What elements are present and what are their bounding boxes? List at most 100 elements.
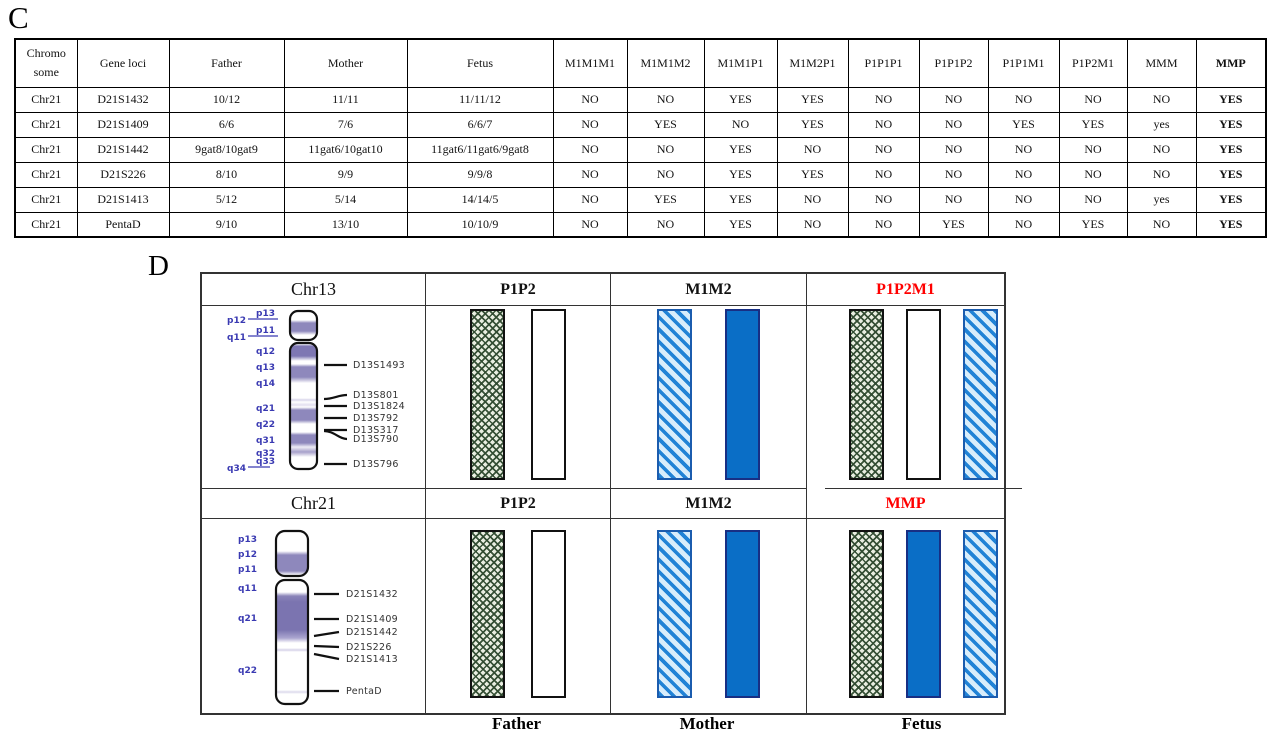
father-footer-label: Father	[491, 714, 542, 733]
table-cell: NO	[552, 136, 628, 163]
marker-tick	[313, 630, 340, 638]
table-cell: Chr21	[14, 86, 78, 113]
column-header-m1m1m1: M1M1M1	[552, 38, 628, 88]
marker-label: D21S1432	[346, 589, 398, 600]
table-cell: D21S1442	[76, 136, 170, 163]
table-cell: YES	[1195, 136, 1267, 163]
m1m2-header-cell-row2: M1M2	[611, 489, 807, 519]
table-cell: 9gat8/10gat9	[168, 136, 285, 163]
table-cell: YES	[703, 186, 778, 213]
chr21-title: Chr21	[291, 493, 336, 513]
table-cell: NO	[1126, 161, 1197, 188]
genotype-table-body: Chr21 D21S1432 10/12 11/11 11/11/12 NO NO YES YE…	[14, 86, 1267, 238]
table-cell: Chr21	[14, 111, 78, 138]
column-header-mmm: MMM	[1126, 38, 1197, 88]
table-cell: YES	[1195, 211, 1267, 238]
p2-allele-bar	[906, 309, 941, 480]
m1m2-header-cell-row1: M1M2	[611, 274, 807, 306]
m2-allele-bar	[725, 309, 760, 480]
table-cell: YES	[1195, 86, 1267, 113]
table-cell: NO	[918, 86, 989, 113]
marker-label: D21S1442	[346, 627, 398, 638]
table-cell: NO	[847, 111, 920, 138]
chr21-ideogram-cell: p13 p12 p11 q11 q21 q22 D21S1432 D21S140…	[202, 519, 426, 713]
table-cell: 11/11	[283, 86, 408, 113]
table-cell: NO	[1058, 186, 1128, 213]
marker-label: D21S226	[346, 642, 392, 653]
chr21-q-arm	[274, 578, 310, 706]
marker-label: D13S796	[353, 459, 399, 470]
marker-tick	[313, 644, 340, 649]
table-cell: NO	[987, 86, 1060, 113]
band-label: q31	[256, 436, 275, 446]
table-cell: NO	[847, 186, 920, 213]
table-cell: YES	[703, 86, 778, 113]
table-cell: D21S1409	[76, 111, 170, 138]
table-cell: Chr21	[14, 186, 78, 213]
chr13-ideogram: p13 p12 p11 q11 q12 q13 q14 q21 q22 q31 …	[227, 309, 405, 474]
marker-label: D13S801	[353, 390, 399, 401]
m1-allele-bar	[657, 309, 692, 480]
chr13-q-arm	[288, 341, 319, 471]
table-cell: YES	[1195, 111, 1267, 138]
table-cell: 8/10	[168, 161, 285, 188]
m1-allele-bar	[657, 530, 692, 698]
band-label: q21	[256, 404, 275, 414]
table-cell: 10/12	[168, 86, 285, 113]
marker-tick	[323, 393, 348, 401]
table-cell: NO	[776, 211, 849, 238]
p1-allele-bar	[470, 530, 505, 698]
table-cell: NO	[1058, 161, 1128, 188]
genotype-table: Chromo some Gene loci Father Mother Fetu…	[14, 38, 1267, 238]
father-alleles-cell-chr21	[426, 519, 611, 713]
m2-allele-bar	[906, 530, 941, 698]
column-header-p1p1m1: P1P1M1	[987, 38, 1060, 88]
table-cell: D21S1432	[76, 86, 170, 113]
table-cell: NO	[626, 161, 705, 188]
table-cell: NO	[987, 186, 1060, 213]
table-cell: YES	[776, 161, 849, 188]
p1p2m1-title: P1P2M1	[876, 280, 935, 298]
p1-allele-bar	[470, 309, 505, 480]
marker-label: D21S1409	[346, 614, 398, 625]
table-cell: yes	[1126, 111, 1197, 138]
table-cell: 5/12	[168, 186, 285, 213]
column-header-p1p2m1: P1P2M1	[1058, 38, 1128, 88]
table-cell: NO	[918, 161, 989, 188]
table-cell: YES	[703, 161, 778, 188]
table-cell: NO	[776, 136, 849, 163]
column-header-p1p1p2: P1P1P2	[918, 38, 989, 88]
table-cell: 6/6	[168, 111, 285, 138]
table-cell: NO	[1126, 86, 1197, 113]
column-header-m1m2p1: M1M2P1	[776, 38, 849, 88]
column-header-gene-loci: Gene loci	[76, 38, 170, 88]
mother-alleles-cell-chr21	[611, 519, 807, 713]
band-label: p12	[238, 550, 257, 560]
marker-label: D13S1493	[353, 360, 405, 371]
p1p2-title: P1P2	[500, 494, 536, 512]
table-cell: NO	[918, 136, 989, 163]
table-cell: 10/10/9	[406, 211, 554, 238]
band-label: q32	[256, 449, 275, 459]
band-label: q13	[256, 363, 275, 373]
chr13-title: Chr13	[291, 279, 336, 299]
table-cell: YES	[776, 86, 849, 113]
table-cell: 9/10	[168, 211, 285, 238]
table-cell: D21S226	[76, 161, 170, 188]
table-cell: 14/14/5	[406, 186, 554, 213]
table-cell: Chr21	[14, 161, 78, 188]
table-cell: YES	[1195, 161, 1267, 188]
band-label: q11	[227, 333, 246, 343]
band-label: q21	[238, 614, 257, 624]
table-cell: YES	[918, 211, 989, 238]
table-cell: NO	[847, 211, 920, 238]
marker-label: D21S1413	[346, 654, 398, 665]
father-alleles-cell-chr13	[426, 306, 611, 489]
band-label: q33	[256, 457, 275, 467]
table-cell: yes	[1126, 186, 1197, 213]
m1-allele-bar	[963, 309, 998, 480]
mmp-title: MMP	[885, 494, 926, 512]
table-cell: Chr21	[14, 136, 78, 163]
table-cell: YES	[1058, 111, 1128, 138]
table-cell: NO	[552, 111, 628, 138]
